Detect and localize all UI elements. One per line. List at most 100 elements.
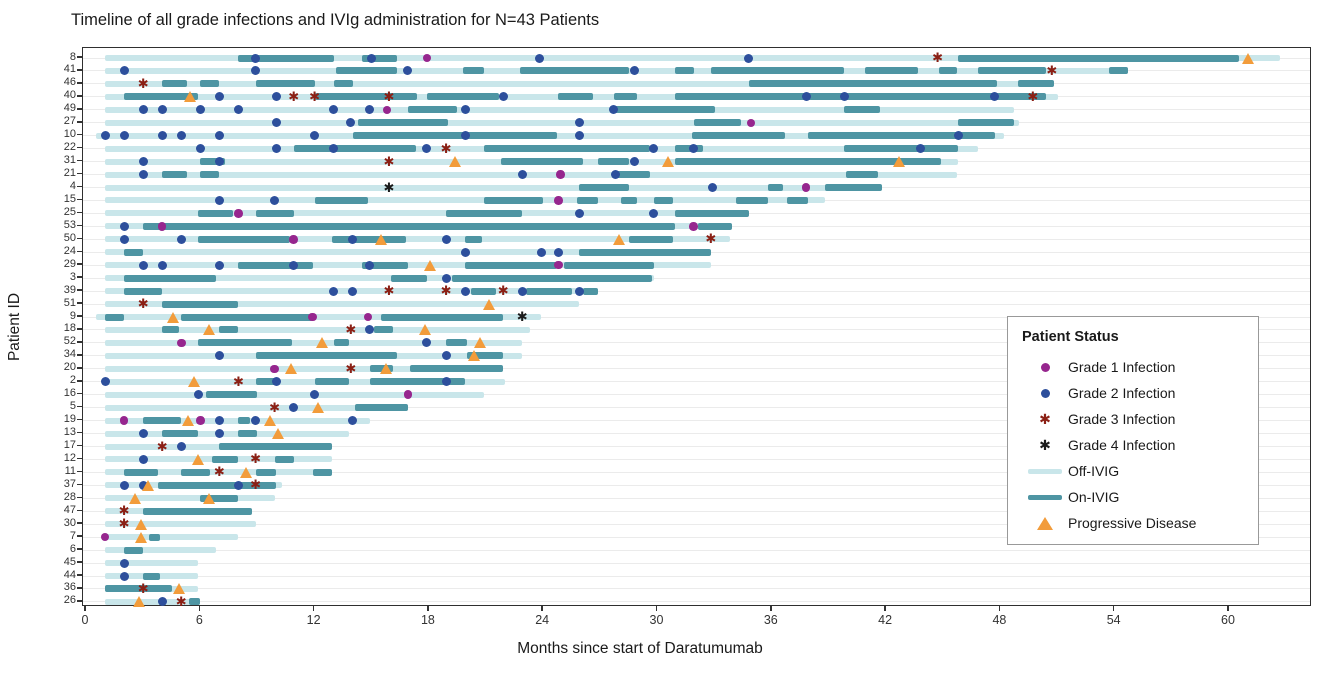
x-tick-mark — [427, 606, 429, 611]
infection-marker-g1 — [382, 105, 392, 115]
legend-item: ✱ Grade 3 Infection — [1022, 406, 1258, 432]
x-tick-mark — [84, 606, 86, 611]
off-ivig-bar — [105, 365, 504, 372]
on-ivig-segment — [352, 132, 557, 140]
y-axis-tick-label: 2 — [69, 374, 76, 387]
infection-marker-g3: ✱ — [345, 361, 357, 377]
y-axis-tick-label: 53 — [63, 218, 76, 231]
infection-marker-g2 — [233, 480, 243, 490]
row-gridline — [83, 290, 1310, 292]
on-ivig-segment — [162, 430, 199, 438]
on-ivig-segment — [653, 196, 673, 204]
row-gridline — [83, 575, 1310, 577]
progressive-disease-marker — [468, 350, 481, 362]
y-axis-tick-label: 22 — [63, 141, 76, 154]
row-gridline — [83, 562, 1310, 564]
off-ivig-bar — [105, 534, 239, 541]
y-axis-tick-label: 46 — [63, 76, 76, 89]
y-tick-mark — [77, 457, 82, 460]
on-ivig-segment — [255, 378, 277, 386]
off-ivig-bar — [105, 184, 883, 191]
on-ivig-segment — [162, 326, 180, 334]
infection-marker-g2 — [272, 118, 281, 128]
row-gridline — [83, 316, 1310, 318]
legend-title: Patient Status — [1022, 329, 1119, 345]
y-tick-mark — [77, 159, 82, 162]
infection-marker-g3: ✱ — [250, 451, 261, 467]
y-axis-tick-label: 26 — [63, 594, 76, 607]
off-ivig-bar — [105, 443, 332, 450]
on-ivig-segment — [124, 287, 163, 295]
infection-marker-g2 — [214, 157, 224, 167]
off-ivig-bar — [95, 314, 542, 320]
y-tick-mark — [77, 392, 82, 395]
y-tick-mark — [77, 95, 82, 97]
y-tick-mark — [77, 250, 82, 252]
x-tick-mark — [998, 606, 1001, 611]
on-ivig-segment — [958, 54, 1239, 62]
y-axis-tick-label: 17 — [63, 439, 76, 451]
y-axis-tick-label: 16 — [63, 387, 76, 400]
on-ivig-segment — [238, 430, 258, 438]
y-axis-tick-label: 27 — [63, 115, 76, 128]
infection-marker-g2 — [708, 183, 718, 192]
infection-marker-g2 — [157, 105, 167, 115]
infection-marker-g2 — [498, 92, 508, 102]
on-ivig-segment — [162, 171, 187, 179]
legend-item: Progressive Disease — [1022, 510, 1258, 536]
legend-items: Grade 1 Infection Grade 2 Infection ✱ Grade… — [1022, 354, 1258, 536]
on-ivig-segment — [335, 67, 397, 75]
off-ivig-bar — [105, 326, 530, 333]
infection-marker-g2 — [649, 144, 659, 154]
infection-marker-g2 — [193, 390, 203, 400]
y-axis-tick-label: 30 — [63, 516, 76, 529]
on-ivig-segment — [846, 171, 879, 179]
y-tick-mark — [77, 587, 82, 589]
infection-marker-g2 — [329, 144, 339, 154]
progressive-disease-marker — [203, 492, 216, 504]
progressive-disease-marker — [134, 531, 147, 543]
infection-marker-g2 — [157, 131, 167, 141]
row-gridline — [83, 433, 1310, 435]
y-axis-tick-label: 36 — [63, 581, 76, 594]
infection-marker-g2 — [310, 390, 320, 400]
y-tick-mark — [77, 367, 82, 369]
infection-marker-g2 — [270, 195, 280, 205]
progressive-disease-marker — [188, 376, 201, 388]
infection-marker-g2 — [534, 53, 544, 63]
progressive-disease-marker — [380, 363, 393, 375]
infection-marker-g2 — [195, 144, 205, 154]
on-ivig-segment — [274, 455, 294, 463]
y-tick-mark — [77, 418, 82, 421]
infection-marker-g2 — [138, 105, 148, 115]
progressive-disease-marker — [662, 156, 675, 168]
off-ivig-bar — [105, 275, 654, 282]
on-ivig-segment — [358, 119, 448, 127]
progressive-disease-marker — [182, 415, 195, 427]
infection-marker-g2 — [348, 286, 358, 296]
infection-marker-g1 — [746, 118, 756, 127]
y-tick-mark — [77, 315, 82, 317]
row-gridline — [83, 458, 1310, 460]
y-axis-tick-label: 51 — [63, 296, 76, 309]
y-tick-mark — [77, 263, 82, 265]
infection-marker-g2 — [329, 286, 339, 296]
legend-item-label: Grade 3 Infection — [1068, 411, 1176, 427]
infection-marker-g2 — [441, 234, 451, 244]
y-tick-mark — [77, 470, 82, 473]
on-ivig-segment — [181, 468, 210, 476]
off-ivig-bar — [105, 339, 523, 346]
legend-asterisk-icon: ✱ — [1039, 437, 1051, 453]
infection-marker-g3: ✱ — [497, 283, 509, 299]
x-axis-tick-label: 18 — [420, 613, 435, 627]
on-ivig-segment — [362, 54, 397, 62]
infection-marker-g2 — [138, 454, 148, 464]
off-ivig-bar — [105, 249, 711, 256]
infection-marker-g2 — [348, 234, 358, 244]
row-gridline — [83, 497, 1310, 499]
row-gridline — [83, 368, 1310, 370]
infection-marker-g2 — [138, 429, 148, 439]
row-gridline — [83, 549, 1310, 551]
y-tick-mark — [77, 289, 82, 291]
infection-marker-g2 — [460, 286, 470, 296]
